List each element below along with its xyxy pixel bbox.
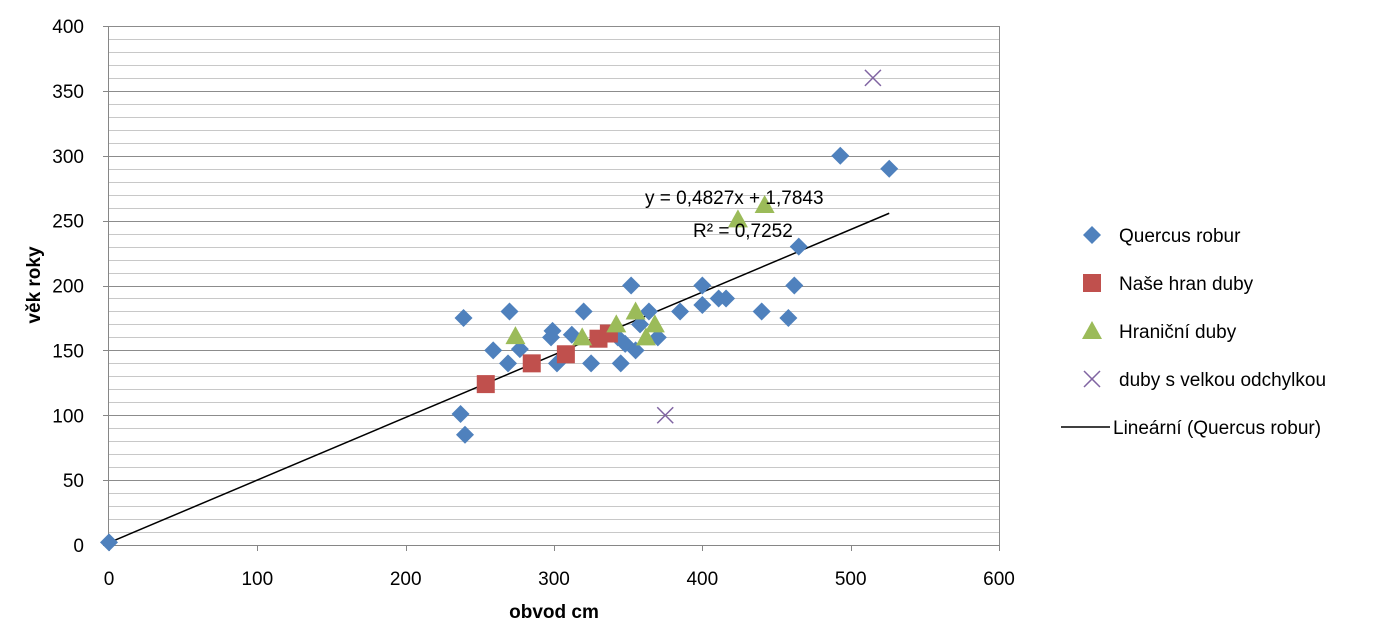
data-point-diamond xyxy=(779,308,798,327)
legend-marker-square xyxy=(1083,274,1101,292)
x-marker-stroke xyxy=(656,406,674,424)
data-point-diamond xyxy=(484,341,503,360)
trendline-equation: y = 0,4827x + 1,7843 xyxy=(645,188,824,209)
trendline-labels: y = 0,4827x + 1,7843 R² = 0,7252 xyxy=(645,188,824,242)
x-tick-label: 100 xyxy=(241,569,273,590)
data-point-diamond xyxy=(671,302,690,321)
y-tick-label: 250 xyxy=(52,212,84,233)
x-tick-label: 500 xyxy=(835,569,867,590)
data-point-diamond xyxy=(100,533,118,552)
legend-label: Quercus robur xyxy=(1119,226,1241,247)
data-point-diamond xyxy=(543,321,562,340)
tick-labels: 0 50 100 150 200 250 300 350 400 0 100 200 300 400 500… xyxy=(52,17,1015,590)
y-tick-label: 100 xyxy=(52,406,84,427)
y-tick-label: 350 xyxy=(52,82,84,103)
trendline-r2: R² = 0,7252 xyxy=(693,221,793,242)
trendline xyxy=(108,212,890,544)
x-tick-label: 300 xyxy=(538,569,570,590)
x-tick-label: 600 xyxy=(983,569,1015,590)
trendline-group xyxy=(108,212,890,544)
data-point-square xyxy=(556,345,575,364)
y-tick-label: 300 xyxy=(52,147,84,168)
legend: Quercus robur Naše hran duby Hraniční duby… xyxy=(1061,226,1326,439)
legend-label: duby s velkou odchylkou xyxy=(1119,370,1326,391)
y-tick-label: 200 xyxy=(52,277,84,298)
data-point-diamond xyxy=(626,341,645,360)
y-tick-label: 150 xyxy=(52,341,84,362)
data-points xyxy=(100,69,899,552)
x-tick-label: 200 xyxy=(390,569,422,590)
x-marker-stroke xyxy=(864,69,882,87)
data-point-diamond xyxy=(456,425,474,444)
data-point-triangle xyxy=(727,209,748,228)
data-point-diamond xyxy=(574,302,593,321)
data-point-diamond xyxy=(500,302,519,321)
data-point-square xyxy=(522,354,541,373)
x-tick-label: 400 xyxy=(686,569,718,590)
data-point-triangle xyxy=(572,327,593,346)
data-point-diamond xyxy=(451,404,470,423)
data-point-diamond xyxy=(717,289,736,308)
data-point-x xyxy=(656,406,674,424)
data-point-triangle xyxy=(635,327,656,346)
data-point-diamond xyxy=(639,302,658,321)
grid-lines xyxy=(109,26,1000,545)
data-point-diamond xyxy=(510,340,529,359)
x-marker-stroke xyxy=(1083,370,1101,388)
y-axis-title: věk roky xyxy=(24,246,45,324)
data-point-triangle xyxy=(754,195,775,214)
data-point-diamond xyxy=(693,276,712,295)
y-tick-label: 400 xyxy=(52,17,84,38)
legend-marker-diamond xyxy=(1083,226,1101,244)
axes xyxy=(103,26,1000,551)
data-point-square xyxy=(476,375,495,394)
legend-label: Naše hran duby xyxy=(1119,274,1254,295)
legend-label: Hraniční duby xyxy=(1119,322,1237,343)
data-point-triangle xyxy=(606,314,627,333)
data-point-diamond xyxy=(631,315,650,334)
data-point-triangle xyxy=(644,314,665,333)
data-point-diamond xyxy=(499,354,518,373)
data-point-triangle xyxy=(505,326,526,345)
data-point-diamond xyxy=(611,354,630,373)
data-point-diamond xyxy=(582,354,601,373)
data-point-diamond xyxy=(789,237,808,256)
data-point-diamond xyxy=(622,276,641,295)
x-axis-title: obvod cm xyxy=(509,602,599,623)
data-point-diamond xyxy=(752,302,771,321)
data-point-diamond xyxy=(693,295,712,314)
x-tick-label: 0 xyxy=(104,569,115,590)
y-tick-label: 0 xyxy=(73,536,84,557)
data-point-diamond xyxy=(831,146,850,165)
data-point-triangle xyxy=(625,301,646,320)
legend-label: Lineární (Quercus robur) xyxy=(1113,418,1321,439)
data-point-diamond xyxy=(454,308,473,327)
data-point-diamond xyxy=(785,276,804,295)
data-point-x xyxy=(864,69,882,87)
data-point-diamond xyxy=(880,159,899,178)
legend-marker-triangle xyxy=(1082,321,1102,339)
legend-marker-x xyxy=(1083,370,1101,388)
y-tick-label: 50 xyxy=(63,471,84,492)
